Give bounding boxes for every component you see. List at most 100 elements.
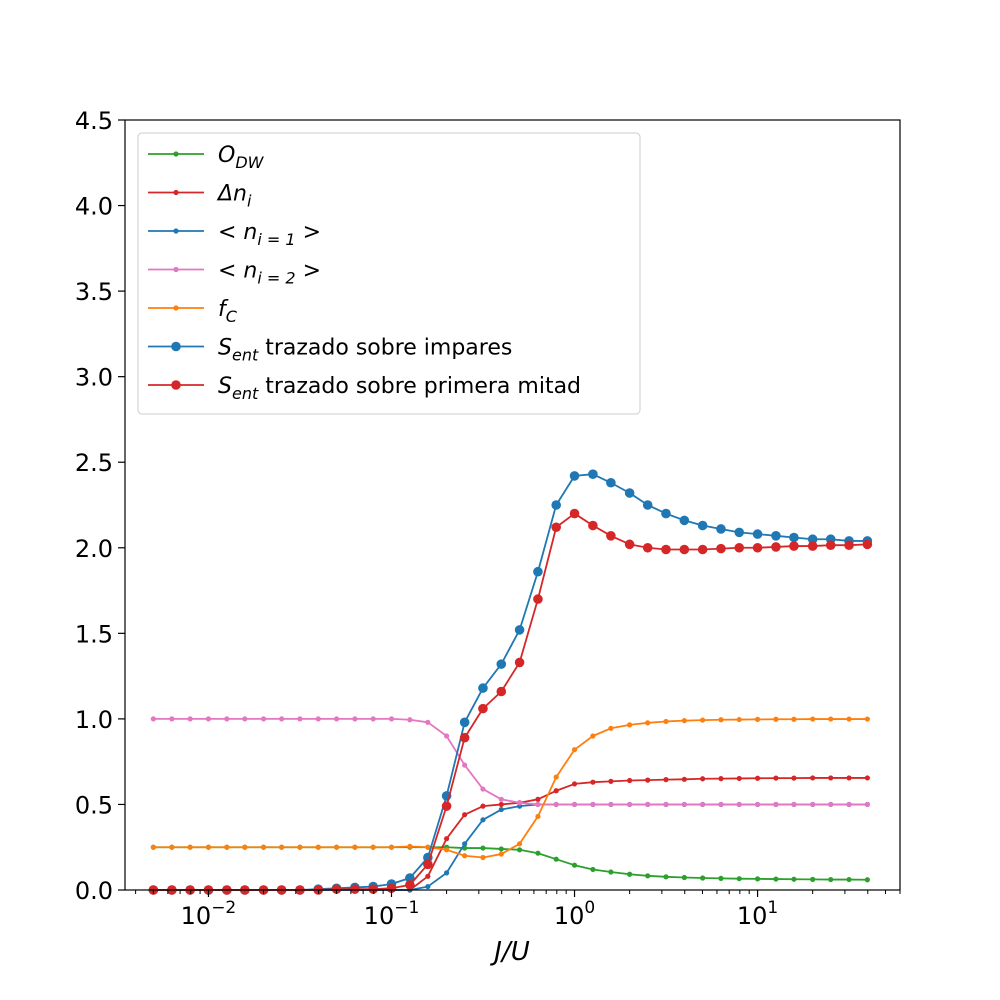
- data-point: [279, 844, 285, 850]
- data-point: [608, 725, 614, 731]
- y-tick-label: 0.0: [75, 877, 113, 905]
- legend-entry: < ni = 1 >: [148, 220, 321, 249]
- data-point: [606, 477, 616, 488]
- data-point: [498, 846, 504, 852]
- data-point: [571, 801, 578, 808]
- data-point: [498, 796, 504, 802]
- legend-marker: [173, 305, 179, 311]
- data-point: [350, 884, 360, 894]
- data-point: [407, 717, 413, 723]
- x-tick-label: 10−1: [364, 898, 420, 930]
- data-point: [187, 716, 193, 722]
- data-point: [459, 717, 470, 728]
- legend-label: < ni = 1 >: [218, 220, 321, 249]
- data-point: [846, 801, 852, 808]
- data-point: [810, 801, 816, 808]
- data-point: [187, 844, 193, 850]
- data-point: [533, 594, 543, 604]
- legend-marker: [171, 380, 181, 390]
- data-point: [407, 843, 413, 849]
- legend-label-subscript: DW: [235, 153, 264, 172]
- data-point: [718, 717, 724, 723]
- data-point: [496, 659, 507, 669]
- data-point: [828, 876, 834, 883]
- legend-label-subscript: i: [247, 192, 252, 211]
- data-point: [718, 776, 724, 782]
- data-point: [864, 775, 870, 781]
- data-point: [498, 801, 504, 808]
- data-point: [480, 817, 486, 823]
- data-point: [681, 776, 687, 782]
- data-point: [441, 801, 452, 811]
- data-point: [462, 812, 468, 818]
- data-point: [480, 854, 486, 861]
- data-point: [773, 716, 779, 722]
- data-point: [627, 777, 633, 784]
- data-point: [279, 716, 285, 722]
- legend-label-main: < n: [218, 259, 257, 284]
- data-point: [535, 801, 541, 808]
- data-point: [205, 716, 212, 722]
- data-point: [352, 844, 358, 850]
- data-point: [864, 877, 870, 883]
- y-tick-label: 4.0: [75, 193, 113, 221]
- data-point: [224, 844, 230, 850]
- data-point: [569, 508, 580, 519]
- data-point: [862, 539, 873, 550]
- data-point: [864, 716, 870, 722]
- legend-label-rest: trazado sobre primera mitad: [258, 374, 581, 399]
- data-point: [624, 488, 635, 498]
- data-point: [551, 500, 561, 510]
- data-point: [810, 716, 816, 722]
- data-point: [825, 540, 836, 551]
- data-point: [553, 856, 559, 862]
- legend-label-subscript: ent: [232, 346, 259, 365]
- data-point: [150, 844, 156, 850]
- data-point: [590, 733, 596, 739]
- y-tick-label: 3.0: [75, 364, 113, 392]
- data-point: [514, 657, 525, 668]
- data-point: [645, 720, 651, 726]
- data-point: [535, 796, 541, 802]
- legend-label-main: Δn: [216, 182, 247, 207]
- data-point: [681, 874, 687, 881]
- data-point: [773, 775, 779, 781]
- data-point: [331, 884, 342, 894]
- data-point: [498, 806, 504, 813]
- data-point: [734, 527, 745, 538]
- x-axis-label: J/U: [489, 937, 529, 967]
- legend-label-rest: trazado sobre impares: [258, 336, 512, 361]
- legend-label: Δni: [216, 182, 252, 211]
- data-point: [480, 803, 486, 809]
- data-point: [663, 777, 669, 783]
- data-point: [388, 716, 395, 722]
- y-tick-label: 0.5: [75, 791, 113, 819]
- data-point: [608, 869, 614, 875]
- data-point: [828, 801, 834, 808]
- data-point: [736, 775, 742, 782]
- legend-marker: [171, 341, 181, 352]
- data-point: [700, 801, 706, 808]
- data-point: [663, 801, 669, 808]
- data-point: [700, 875, 706, 881]
- data-point: [242, 844, 248, 850]
- data-point: [679, 515, 690, 526]
- data-point: [716, 543, 726, 554]
- data-point: [627, 871, 633, 877]
- legend-label-subscript: C: [226, 307, 238, 326]
- legend-label-rest: >: [296, 259, 321, 284]
- data-point: [627, 801, 633, 808]
- data-point: [754, 716, 761, 723]
- data-point: [425, 873, 431, 879]
- data-point: [553, 774, 559, 780]
- y-tick-label: 2.5: [75, 449, 113, 477]
- data-point: [718, 801, 724, 808]
- legend-label-subscript: ent: [232, 384, 259, 403]
- data-point: [205, 844, 212, 850]
- x-tick-label-exponent: 1: [767, 898, 778, 918]
- data-point: [588, 520, 598, 531]
- data-point: [260, 844, 267, 850]
- data-point: [716, 524, 726, 534]
- data-point: [315, 716, 321, 722]
- legend-label-main: f: [218, 297, 229, 322]
